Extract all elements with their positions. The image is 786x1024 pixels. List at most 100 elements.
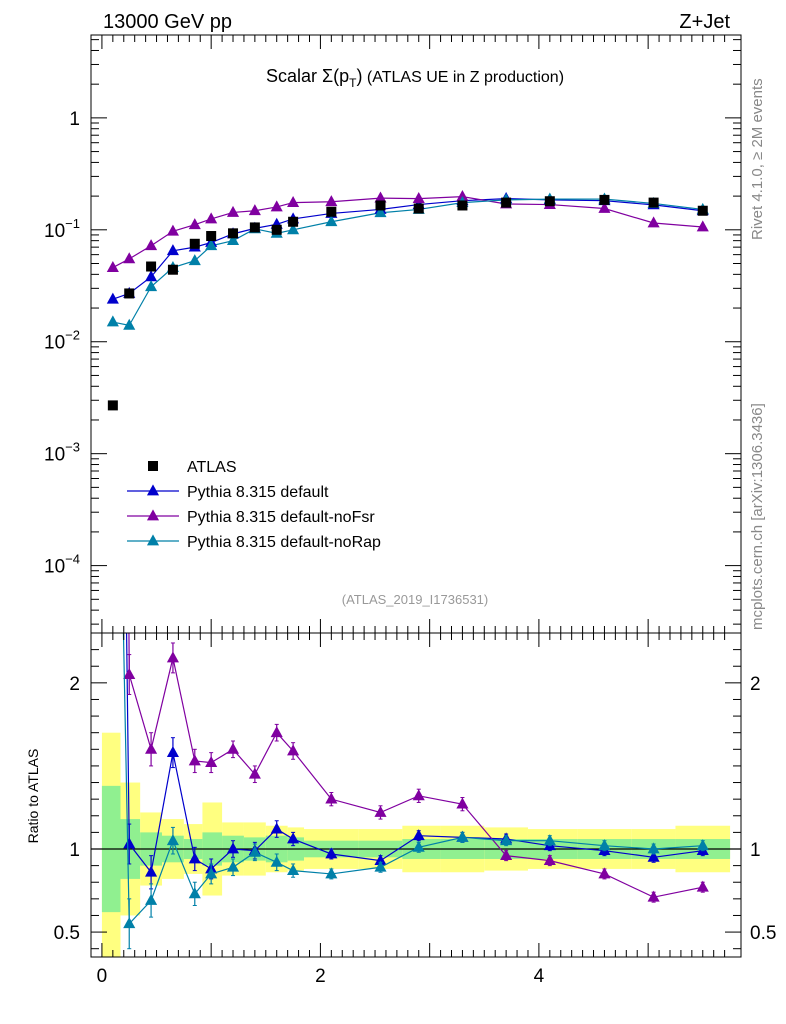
legend-marker: [146, 534, 160, 546]
legend-entry: ATLAS: [148, 459, 237, 476]
ratio-series-marker: [166, 746, 179, 758]
ratio-y-tick-label: 2: [69, 674, 80, 695]
atlas-data-point: [167, 264, 178, 275]
ratio-x-axis: 0 2 4: [97, 633, 726, 987]
legend-label: Pythia 8.315 default-noFsr: [187, 509, 375, 526]
ratio-series-marker: [226, 742, 240, 754]
main-series-marker: [696, 220, 709, 232]
main-series-marker: [598, 201, 611, 213]
ratio-frame: [90, 632, 742, 958]
ratio-series-marker: [543, 854, 556, 866]
ratio-series-marker: [205, 756, 218, 767]
ratio-series-marker: [123, 667, 136, 679]
ratio-series-marker: [647, 890, 660, 902]
atlas-data-point: [146, 261, 157, 272]
main-series-marker: [226, 205, 240, 217]
main-series-marker: [270, 200, 283, 212]
main-series-line: [112, 198, 703, 300]
main-series-marker: [166, 244, 179, 256]
ratio-series-marker: [248, 767, 261, 779]
ratio-series-marker: [412, 829, 425, 841]
ratio-series-line: [125, 633, 703, 874]
atlas-data-point: [413, 203, 424, 214]
main-y-tick-label: 1: [69, 109, 80, 130]
mcplots-label: mcplots.cern.ch [arXiv:1306.3436]: [749, 403, 766, 630]
main-series-marker: [205, 212, 218, 224]
main-y-tick-label: 10−1: [44, 216, 80, 242]
atlas-data-point: [228, 228, 239, 239]
ratio-series-marker: [188, 887, 201, 899]
main-series-marker: [287, 196, 300, 208]
header-energy: 13000 GeV pp: [103, 11, 232, 33]
ratio-series-marker: [500, 849, 513, 861]
main-series-marker: [226, 234, 240, 246]
ratio-series-marker: [543, 834, 556, 846]
ratio-y-tick-label: 1: [69, 840, 80, 861]
ratio-series-marker: [270, 822, 283, 834]
ratio-series-marker: [188, 754, 201, 766]
atlas-data-point: [375, 200, 386, 211]
main-series-marker: [123, 252, 136, 264]
ratio-series-marker: [287, 832, 300, 844]
ratio-series-marker: [123, 837, 136, 849]
ratio-x-tick-label: 2: [315, 966, 326, 987]
ratio-series-marker: [456, 830, 469, 842]
atlas-data-point: [501, 197, 512, 208]
ratio-series-marker: [226, 860, 240, 872]
atlas-data-point: [271, 224, 282, 235]
main-series-marker: [456, 189, 469, 201]
ratio-uncertainty-bands: [91, 732, 741, 957]
legend-label: Pythia 8.315 default-noRap: [187, 534, 381, 551]
atlas-data-point: [544, 196, 555, 207]
ratio-series-marker: [374, 805, 387, 817]
main-y-tick-label: 10−4: [44, 552, 80, 578]
atlas-data-point: [107, 400, 118, 411]
atlas-data-point: [326, 206, 337, 217]
ratio-series-marker: [325, 792, 338, 804]
ratio-series-marker: [287, 744, 300, 756]
ratio-x-tick-label: 0: [97, 966, 108, 987]
main-series-marker: [145, 270, 158, 282]
ratio-series-marker: [145, 893, 158, 905]
main-series-marker: [166, 224, 179, 236]
legend-entry: Pythia 8.315 default: [127, 484, 329, 501]
ratio-series-marker: [145, 742, 158, 754]
ratio-series-marker: [270, 726, 283, 738]
ratio-series-marker: [166, 834, 179, 846]
main-series-marker: [325, 195, 338, 207]
ratio-series: [107, 95, 709, 950]
ratio-series-marker: [647, 842, 660, 854]
ratio-series-marker: [412, 840, 425, 852]
ratio-series-marker: [412, 789, 425, 801]
header-process: Z+Jet: [679, 11, 730, 33]
legend-marker: [148, 461, 158, 471]
atlas-data-point: [599, 194, 610, 205]
ratio-series-group: [107, 95, 709, 950]
ratio-series-marker: [374, 860, 387, 872]
ratio-series-marker: [205, 867, 218, 879]
main-series-marker: [412, 192, 425, 204]
ratio-series-marker: [107, 95, 119, 106]
main-series-marker: [188, 218, 201, 230]
ratio-y-tick-label-right: 2: [750, 674, 761, 695]
ratio-series-marker: [374, 854, 387, 866]
main-y-axis: 10−4 10−3 10−2 10−1 1: [44, 39, 741, 625]
main-series-marker: [106, 292, 119, 304]
ratio-y-axis: 0.5 0.5 1 1 2 2: [54, 649, 776, 950]
ratio-series-marker: [145, 865, 158, 877]
ratio-series-marker: [598, 839, 611, 851]
main-series-marker: [374, 206, 387, 218]
main-series-marker: [106, 260, 119, 272]
atlas-data-point: [206, 231, 217, 242]
atlas-data-point: [249, 222, 260, 233]
ratio-series-marker: [598, 867, 611, 879]
ratio-y-tick-label-right: 0.5: [750, 923, 776, 944]
main-series-line: [112, 195, 703, 269]
ratio-series-marker: [696, 839, 709, 851]
legend: ATLAS Pythia 8.315 default Pythia 8.315 de…: [127, 459, 381, 551]
ratio-y-tick-label: 0.5: [54, 923, 80, 944]
legend-label: ATLAS: [187, 459, 237, 476]
atlas-data-point: [697, 205, 708, 216]
ratio-series-marker: [287, 864, 300, 875]
